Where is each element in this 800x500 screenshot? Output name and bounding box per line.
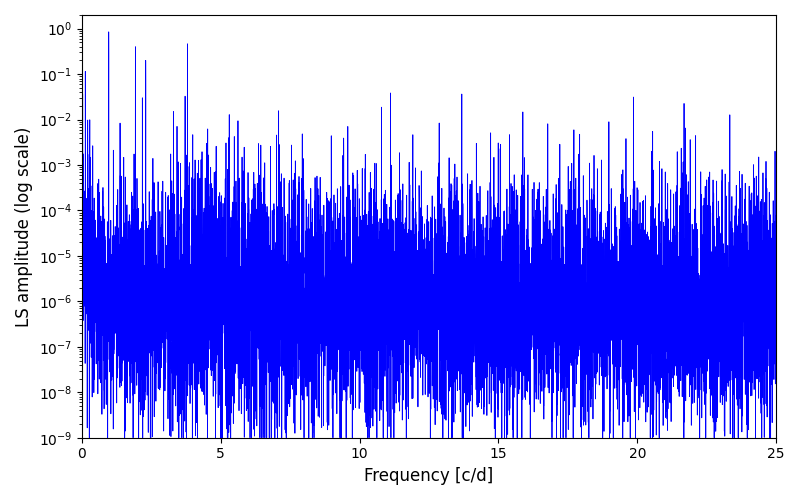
X-axis label: Frequency [c/d]: Frequency [c/d] — [364, 467, 494, 485]
Y-axis label: LS amplitude (log scale): LS amplitude (log scale) — [15, 126, 33, 326]
